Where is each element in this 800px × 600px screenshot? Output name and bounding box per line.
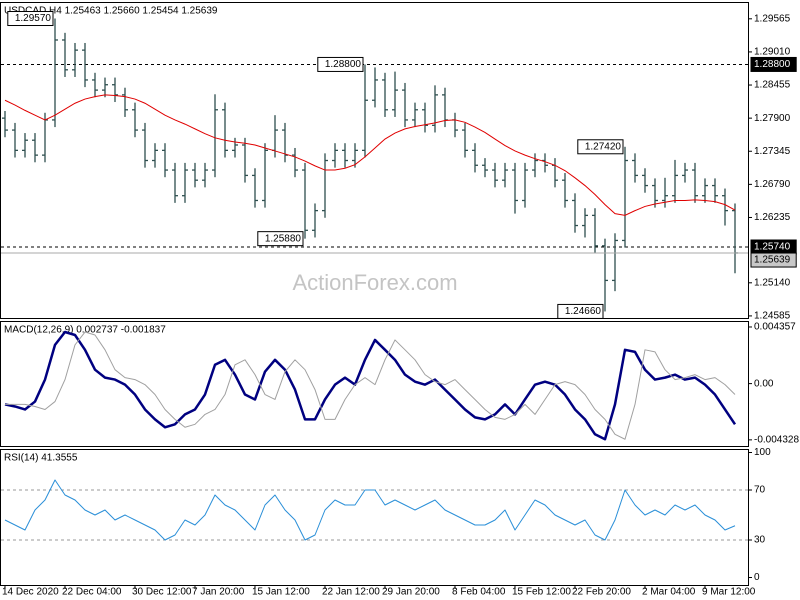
last-price-label: 1.25639: [754, 255, 791, 266]
x-tick-label: 7 Jan 20:00: [192, 587, 245, 598]
panel-title: USDCAD,H4 1.25463 1.25660 1.25454 1.2563…: [4, 6, 218, 17]
level-label: 1.28800: [754, 59, 791, 70]
y-tick-label: 30: [754, 535, 766, 546]
y-tick-label: 1.26790: [754, 179, 791, 190]
y-tick-label: 0.00: [754, 378, 774, 389]
x-tick-label: 30 Dec 12:00: [132, 587, 192, 598]
panel-frame: [0, 2, 749, 319]
x-tick-label: 14 Dec 2020: [2, 587, 59, 598]
annotation-label: 1.24660: [565, 306, 602, 317]
annotation-label-box: [557, 303, 604, 319]
annotation-label: 1.29570: [15, 13, 52, 24]
y-tick-label: 1.25140: [754, 277, 791, 288]
y-tick-label: 1.27345: [754, 146, 791, 157]
annotation-label-box: [7, 11, 54, 27]
annotation-label-box: [317, 56, 364, 72]
y-tick-label: 1.26235: [754, 212, 791, 223]
level-label-box: [750, 56, 797, 72]
y-tick-label: 70: [754, 485, 766, 496]
level-label: 1.25740: [754, 242, 791, 253]
series-line: [5, 331, 736, 440]
y-tick-label: 1.29565: [754, 13, 791, 24]
y-tick-label: 0: [754, 572, 760, 583]
y-tick-label: 1.29010: [754, 47, 791, 58]
x-tick-label: 15 Feb 12:00: [512, 587, 571, 598]
y-tick-label: 0.004357: [754, 322, 796, 333]
annotation-label: 1.28800: [325, 59, 362, 70]
y-tick-label: 1.27900: [754, 113, 791, 124]
y-tick-label: 100: [754, 447, 771, 458]
y-tick-label: -0.004328: [754, 435, 799, 446]
panel-title: RSI(14) 41.3555: [4, 453, 78, 464]
watermark: ActionForex.com: [292, 270, 457, 295]
panel-title: MACD(12,26,9) 0.002737 -0.001837: [4, 325, 166, 336]
series-line: [4, 479, 736, 541]
x-tick-label: 22 Feb 20:00: [572, 587, 631, 598]
annotation-label: 1.25880: [265, 233, 302, 244]
series-line: [4, 330, 737, 441]
x-tick-label: 29 Jan 20:00: [382, 587, 440, 598]
x-tick-label: 2 Mar 04:00: [642, 587, 696, 598]
last-price-label-box: [750, 252, 797, 268]
x-tick-label: 15 Jan 12:00: [252, 587, 310, 598]
panel-frame: [0, 449, 749, 586]
annotation-label-box: [257, 231, 304, 247]
x-tick-label: 8 Feb 04:00: [452, 587, 506, 598]
y-tick-label: 1.24585: [754, 311, 791, 322]
annotation-label-box: [577, 139, 624, 155]
x-tick-label: 22 Jan 12:00: [322, 587, 380, 598]
x-tick-label: 9 Mar 12:00: [702, 587, 756, 598]
x-tick-label: 22 Dec 04:00: [62, 587, 122, 598]
y-tick-label: 1.28455: [754, 80, 791, 91]
moving-average: [4, 94, 736, 216]
annotation-label: 1.27420: [585, 141, 622, 152]
